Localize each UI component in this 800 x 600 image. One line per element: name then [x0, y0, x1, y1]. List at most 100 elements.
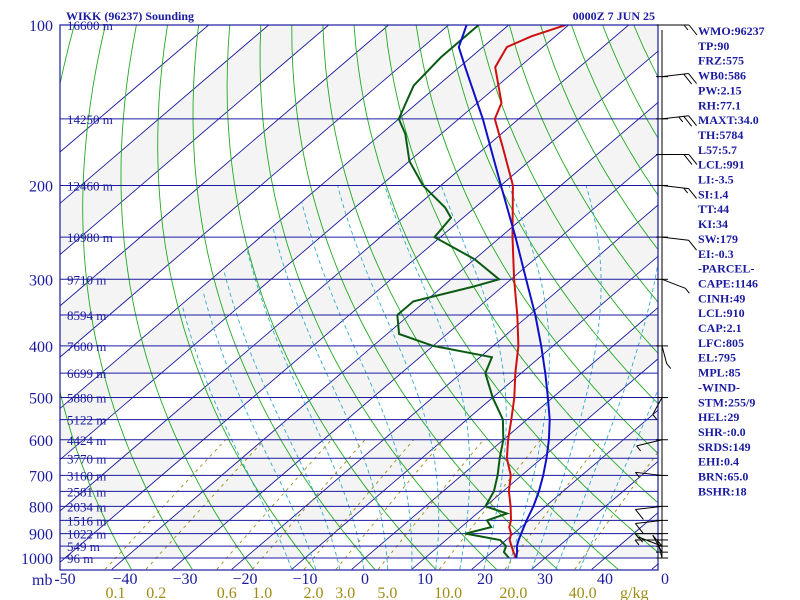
mixing-ratio-line: [104, 439, 226, 570]
wind-barb-flag: [636, 445, 642, 452]
sounding-index: WMO:96237: [698, 24, 765, 38]
sounding-profile-1: [396, 25, 511, 559]
sounding-index: FRZ:575: [698, 54, 744, 68]
mixing-ratio-label: 5.0: [377, 585, 397, 600]
isotherm-line: [60, 25, 629, 512]
height-label: 9710 m: [67, 272, 106, 287]
isotherm-line: [471, 409, 658, 570]
isotherm-line: [351, 306, 658, 570]
isotherm-line: [60, 25, 389, 307]
isotherm-line: [60, 25, 329, 256]
pressure-label: 300: [29, 272, 53, 289]
height-label: 1516 m: [67, 513, 106, 528]
moist-adiabat-lines: [181, 185, 658, 570]
height-labels: 16600 m 14250 m 12460 m 10980 m 9710 m 8594 m…: [67, 18, 113, 566]
moist-adiabat: [555, 260, 658, 570]
wind-barb: [661, 184, 697, 199]
dry-adiabat: [82, 25, 193, 570]
temperature-label: 30: [537, 571, 553, 588]
wind-barb-flag: [688, 115, 697, 127]
wind-barb: [635, 519, 663, 534]
dry-adiabat: [415, 25, 658, 454]
height-label: 10980 m: [67, 230, 113, 245]
sounding-index: L57:5.7: [698, 143, 737, 157]
wind-barb-flag: [688, 24, 698, 36]
mixing-ratio-line: [303, 439, 414, 570]
mixing-ratio-label: 10.0: [434, 585, 462, 600]
height-label: 2034 m: [67, 499, 106, 514]
mixing-ratio-label: 0.1: [106, 585, 126, 600]
height-label: 12460 m: [67, 178, 113, 193]
mixing-ratio-line: [335, 439, 445, 570]
height-label: 549 m: [67, 539, 100, 554]
sounding-index: LFC:805: [698, 336, 744, 350]
wind-barb: [662, 24, 698, 36]
wind-barb: [661, 278, 690, 294]
plot-frame: [59, 24, 659, 571]
sounding-index: CINH:49: [698, 291, 745, 305]
temperature-label: 40: [597, 571, 613, 588]
isotherm-band: [60, 25, 658, 558]
temperature-label: 0: [361, 571, 369, 588]
height-label: 5880 m: [67, 391, 106, 406]
moist-adiabat: [384, 185, 471, 570]
dry-adiabat: [477, 25, 658, 354]
wind-barb-shaft: [661, 345, 668, 364]
wind-barb-shaft: [638, 536, 663, 547]
dry-adiabat: [446, 25, 658, 405]
pressure-tick-labels: 100 200 300 400 500 600 700 800 900 1000: [21, 18, 53, 568]
temperature-label: -50: [54, 571, 75, 588]
isotherm-line: [60, 25, 569, 461]
isotherm-line: [171, 153, 658, 570]
wind-barb-shaft: [635, 505, 663, 510]
wind-barb-flag: [688, 188, 697, 199]
wind-barb: [661, 115, 697, 127]
pressure-label: 500: [29, 391, 53, 408]
wind-barb-column: [634, 24, 698, 559]
sounding-index: -PARCEL-: [698, 262, 754, 276]
pressure-label: 100: [29, 18, 53, 35]
dry-adiabat-lines: [60, 25, 658, 570]
wind-barb-flag: [688, 73, 697, 84]
pressure-label: 1000: [21, 551, 53, 568]
mixing-ratio-label: 0.2: [146, 585, 166, 600]
moist-adiabat: [202, 290, 317, 570]
wind-barb-flag: [635, 523, 644, 534]
temperature-label: 0: [661, 571, 669, 588]
dry-adiabat: [60, 25, 132, 570]
sounding-profiles: [396, 25, 566, 559]
mixing-ratio-line: [252, 439, 366, 570]
wind-barb-shaft: [636, 439, 663, 447]
mixing-ratio-line: [145, 439, 265, 570]
mixing-ratio-label: 3.0: [335, 585, 355, 600]
height-label: 1022 m: [67, 527, 106, 542]
wind-barb-shaft: [652, 397, 663, 415]
wind-barb: [652, 397, 663, 420]
temperature-label: −40: [112, 571, 137, 588]
wind-barb: [661, 236, 697, 251]
moist-adiabat: [272, 227, 389, 570]
sounding-index: RH:77.1: [698, 98, 741, 112]
dry-adiabat: [508, 25, 658, 303]
sounding-index: -WIND-: [698, 380, 740, 394]
sounding-index: LCL:910: [698, 306, 745, 320]
mixing-ratio-label: 1.0: [252, 585, 272, 600]
wind-barb: [652, 534, 663, 553]
mixing-ratio-lines: [104, 439, 658, 570]
sounding-index: SRDS:149: [698, 440, 751, 454]
wind-barb: [661, 73, 697, 85]
height-label: 6699 m: [67, 366, 106, 381]
height-label: 4424 m: [67, 433, 106, 448]
sounding-index: MAXT:34.0: [698, 113, 759, 127]
wind-barb-shaft: [661, 236, 689, 241]
height-label: 5122 m: [67, 413, 106, 428]
wind-barb: [635, 471, 663, 478]
sounding-profile-0: [493, 25, 566, 559]
isotherm-line: [60, 25, 209, 153]
sounding-index: CAPE:1146: [698, 276, 758, 290]
height-label: 3770 m: [67, 451, 106, 466]
sounding-index: SW:179: [698, 232, 738, 246]
sounding-index: WB0:586: [698, 69, 746, 83]
wind-barb-flag: [684, 287, 690, 294]
sounding-profile-2: [457, 25, 551, 559]
